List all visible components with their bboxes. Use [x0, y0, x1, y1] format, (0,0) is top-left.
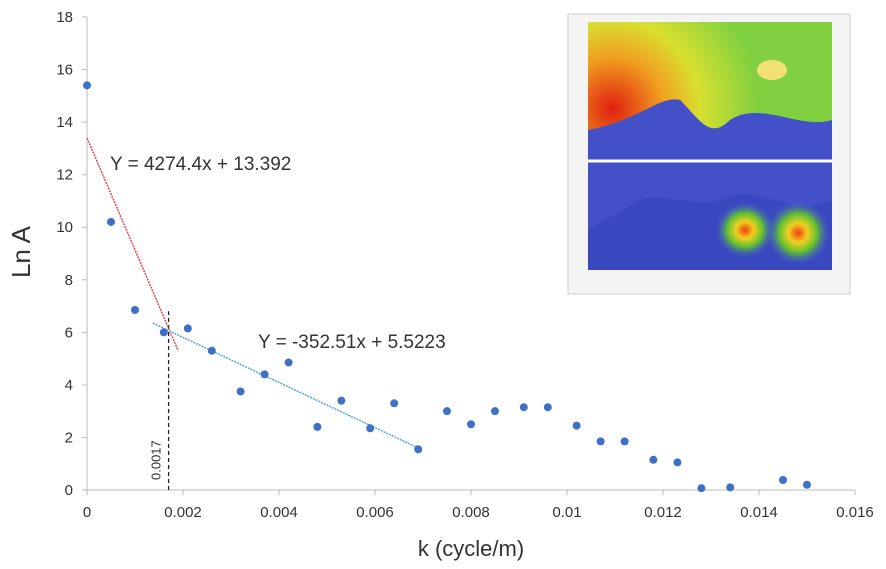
point [131, 305, 139, 314]
point [620, 437, 629, 446]
point [284, 358, 293, 367]
point [337, 396, 346, 405]
point [414, 445, 423, 454]
x-tick-label: 0.002 [164, 504, 202, 521]
point [236, 387, 245, 396]
point [543, 403, 552, 412]
point [596, 437, 605, 446]
point [260, 370, 269, 379]
x-tick-label: 0.01 [552, 504, 581, 521]
y-tick-label: 6 [65, 324, 73, 341]
point [183, 324, 192, 333]
y-tick-label: 16 [56, 62, 73, 79]
point [697, 484, 706, 493]
point [779, 476, 787, 485]
x-tick-label: 0.012 [644, 504, 682, 521]
y-tick-label: 4 [65, 377, 73, 394]
point [443, 407, 451, 416]
x-tick-label: 0.016 [836, 504, 874, 521]
y-tick-label: 14 [56, 114, 73, 131]
y-axis-label: Ln A [6, 225, 36, 278]
point [491, 407, 499, 416]
point [519, 403, 528, 412]
x-axis-label: k (cycle/m) [418, 536, 524, 561]
point [313, 422, 322, 431]
point [83, 81, 91, 90]
point [390, 399, 399, 408]
point [467, 420, 475, 429]
inset-map [567, 13, 851, 295]
x-tick-label: 0.008 [452, 504, 490, 521]
y-tick-label: 8 [65, 272, 73, 289]
point [649, 455, 658, 464]
y-tick-label: 2 [65, 429, 73, 446]
x-tick-label: 0.014 [740, 504, 778, 521]
y-tick-label: 18 [56, 9, 73, 26]
equation-label: Y = 4274.4x + 13.392 [110, 154, 291, 175]
point [159, 328, 168, 337]
point [803, 480, 811, 489]
point [107, 217, 115, 226]
point [366, 424, 375, 433]
point [207, 346, 216, 355]
y-tick-label: 0 [65, 482, 73, 499]
x-tick-label: 0.006 [356, 504, 394, 521]
point [673, 458, 682, 467]
x-tick-label: 0 [83, 504, 91, 521]
point [572, 421, 581, 430]
point [726, 483, 735, 492]
trendline [86, 137, 179, 352]
y-tick-label: 10 [56, 219, 73, 236]
x-tick-label: 0.004 [260, 504, 298, 521]
equation-label: Y = -352.51x + 5.5223 [258, 332, 446, 353]
marker-label: 0.0017 [149, 440, 164, 480]
y-tick-label: 12 [56, 167, 73, 184]
